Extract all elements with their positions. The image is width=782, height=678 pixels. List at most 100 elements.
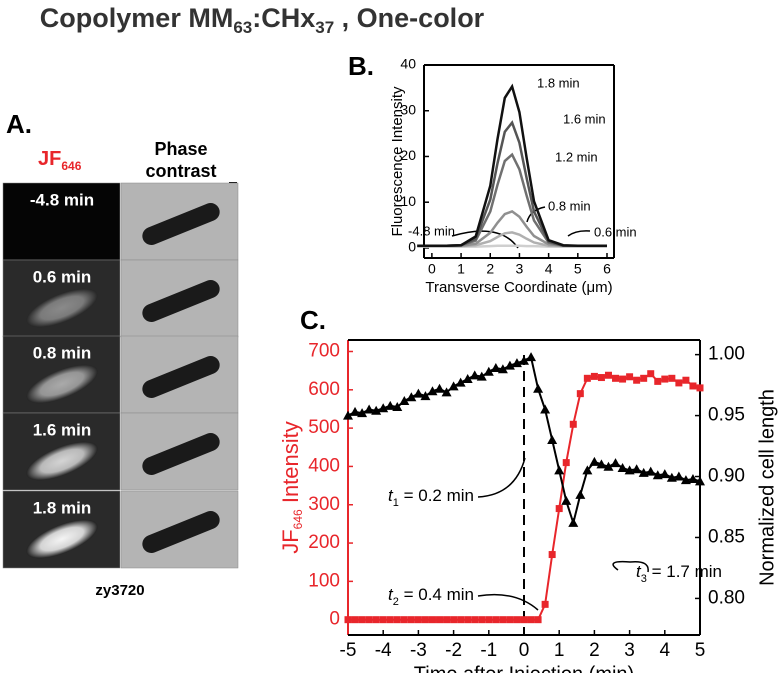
y2-tick-label: 0.95 (708, 405, 745, 426)
marker (351, 616, 359, 624)
marker (413, 388, 424, 398)
marker (506, 616, 514, 624)
marker (471, 616, 479, 624)
marker (534, 616, 542, 624)
y2-tick-label: 0.90 (708, 466, 745, 487)
x-tick-label: -5 (340, 640, 357, 661)
annotation-var: t (636, 562, 642, 581)
annotation-text: = 1.7 min (647, 562, 722, 581)
annotation: t2 = 0.4 min (388, 585, 474, 607)
fluorescence-image (2, 335, 121, 414)
x-tick-label: 1 (554, 640, 565, 661)
x-tick-label: 6 (603, 261, 611, 277)
phase-image (120, 490, 239, 569)
marker (596, 459, 607, 469)
panel-label: C. (300, 305, 326, 335)
figure-title: Copolymer MM63:CHx37 , One-color (40, 3, 485, 37)
y2-tick-label: 0.85 (708, 526, 745, 547)
x-tick-label: -3 (410, 640, 427, 661)
x-tick-label: 0 (519, 640, 530, 661)
x-tick-label: 3 (624, 640, 635, 661)
marker (492, 616, 500, 624)
marker (392, 402, 403, 412)
cell-signal (26, 519, 98, 559)
marker (462, 374, 473, 384)
marker (687, 473, 698, 483)
marker (540, 404, 551, 414)
marker (562, 459, 570, 467)
fluorescence-image (2, 182, 121, 261)
marker (554, 465, 565, 475)
marker (358, 616, 366, 624)
x-tick-label: 4 (660, 640, 671, 661)
marker (406, 392, 417, 402)
x-tick-label: 2 (589, 640, 600, 661)
annotation-sub: 2 (393, 596, 399, 608)
marker (645, 466, 656, 476)
y-tick-label: 500 (308, 417, 340, 438)
marker (527, 616, 535, 624)
marker (561, 495, 572, 505)
marker (499, 616, 507, 624)
x-tick-label: 1 (457, 261, 465, 277)
marker (631, 464, 642, 474)
x-tick-label: 5 (695, 640, 706, 661)
marker (365, 616, 373, 624)
x-tick-label: 5 (574, 261, 582, 277)
x-tick-label: -1 (480, 640, 497, 661)
time-label: 0.8 min (33, 343, 92, 362)
y-axis-label-part: Intensity (278, 421, 303, 509)
marker (385, 400, 396, 410)
marker (428, 616, 436, 624)
marker (576, 390, 584, 398)
column-header: Phase (154, 139, 207, 159)
marker (575, 489, 586, 499)
annotation-var: t (388, 585, 394, 604)
marker (695, 476, 705, 486)
marker (441, 387, 452, 397)
marker (612, 374, 620, 382)
y-axis-label: Fluorescence Intensity (389, 86, 406, 237)
marker (464, 616, 472, 624)
column-header: JF646 (38, 148, 82, 173)
cell-signal (26, 364, 98, 404)
y-tick-label: 100 (308, 570, 340, 591)
series-label: 1.2 min (555, 149, 598, 164)
marker (519, 355, 529, 365)
marker (448, 381, 459, 391)
annotation-sub: 1 (393, 497, 399, 509)
cell-signal (26, 288, 98, 328)
column-header: contrast (145, 161, 216, 181)
image-grid: -4.8 min 0.6 min 0.8 min 1.6 min 1.8 min (2, 182, 239, 569)
series-label: -4.8 min (408, 223, 455, 238)
marker (533, 383, 544, 393)
y2-tick-label: 0.80 (708, 587, 745, 608)
series-label: 0.6 min (594, 224, 637, 239)
cell-signal (26, 441, 98, 481)
y-tick-label: 10 (400, 193, 416, 209)
marker (400, 616, 408, 624)
y-tick-label: 0 (408, 239, 416, 255)
marker (372, 616, 380, 624)
marker (610, 458, 621, 468)
marker (379, 616, 387, 624)
marker (569, 420, 577, 428)
marker (582, 465, 593, 475)
marker (421, 616, 429, 624)
panel-label: B. (348, 51, 374, 81)
marker (490, 363, 501, 373)
x-tick-label: 3 (516, 261, 524, 277)
marker (393, 616, 401, 624)
marker (673, 471, 684, 481)
marker (626, 373, 634, 381)
cell-phase (142, 511, 220, 553)
marker (617, 462, 628, 472)
marker (652, 470, 663, 480)
marker (675, 379, 683, 387)
marker (647, 370, 655, 378)
marker (689, 382, 697, 390)
x-axis-label: Time after Injection (min) (414, 663, 634, 673)
y-tick-label: 700 (308, 341, 340, 362)
